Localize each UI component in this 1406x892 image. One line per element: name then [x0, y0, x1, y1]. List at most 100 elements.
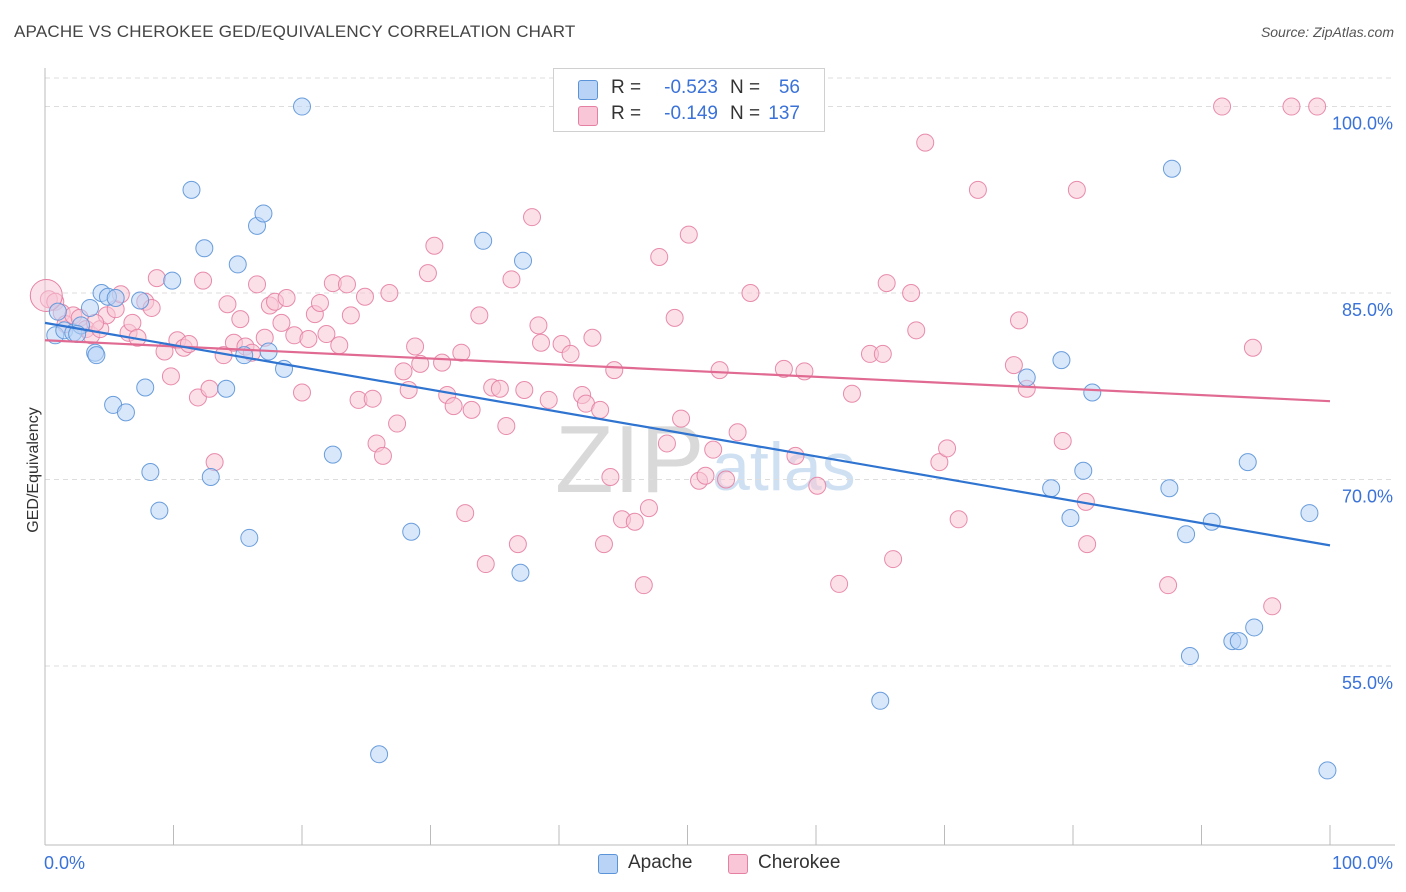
- apache-point: [80, 298, 99, 317]
- cherokee-point: [696, 466, 715, 485]
- cherokee-point: [373, 446, 392, 465]
- apache-point: [201, 468, 220, 487]
- cherokee-point: [317, 325, 336, 344]
- cherokee-point: [462, 400, 481, 419]
- cherokee-point: [299, 330, 318, 349]
- cherokee-r-value: -0.149: [664, 103, 718, 124]
- cherokee-point: [665, 308, 684, 327]
- cherokee-point: [1213, 97, 1232, 116]
- cherokee-point: [456, 504, 475, 523]
- apache-swatch: [578, 80, 598, 100]
- cherokee-point: [147, 269, 166, 288]
- chart-title: APACHE VS CHEROKEE GED/EQUIVALENCY CORRE…: [14, 22, 576, 41]
- cherokee-point: [1282, 97, 1301, 116]
- cherokee-point: [728, 423, 747, 442]
- cherokee-point: [884, 550, 903, 569]
- apache-point: [106, 288, 125, 307]
- apache-point: [136, 378, 155, 397]
- cherokee-point: [657, 434, 676, 453]
- cherokee-point: [539, 390, 558, 409]
- apache-point: [1061, 509, 1080, 528]
- watermark-atlas: atlas: [712, 429, 856, 505]
- cherokee-n-value: 137: [768, 103, 800, 124]
- cherokee-point: [123, 313, 142, 332]
- cherokee-point: [650, 247, 669, 266]
- cherokee-point: [248, 275, 267, 294]
- apache-point: [163, 271, 182, 290]
- cherokee-point: [591, 400, 610, 419]
- r-label: R =: [611, 77, 642, 98]
- legend-row-cherokee: R = -0.149 N = 137: [554, 102, 824, 128]
- x-tick-label: 100.0%: [1332, 853, 1393, 873]
- apache-point: [1300, 504, 1319, 523]
- cherokee-point: [717, 470, 736, 489]
- apache-point: [141, 463, 160, 482]
- cherokee-point: [515, 380, 534, 399]
- cherokee-point: [949, 510, 968, 529]
- cherokee-point: [444, 397, 463, 416]
- apache-point: [1180, 647, 1199, 666]
- apache-point: [1238, 453, 1257, 472]
- cherokee-point: [425, 236, 444, 255]
- cherokee-point: [205, 453, 224, 472]
- watermark: ZIP atlas: [555, 406, 856, 513]
- cherokee-point: [1067, 180, 1086, 199]
- cherokee-point: [532, 333, 551, 352]
- apache-point: [1162, 159, 1181, 178]
- cherokee-point: [1308, 97, 1327, 116]
- axes: [44, 68, 1395, 846]
- apache-point: [48, 302, 67, 321]
- cherokee-point: [704, 440, 723, 459]
- apache-point: [217, 379, 236, 398]
- apache-point: [871, 691, 890, 710]
- cherokee-point: [672, 409, 691, 428]
- cherokee-point: [272, 313, 291, 332]
- apache-point: [87, 346, 106, 365]
- apache-point: [1160, 479, 1179, 498]
- cherokee-trend-line: [44, 339, 1331, 403]
- cherokee-point: [194, 271, 213, 290]
- y-axis-label: GED/Equivalency: [25, 407, 42, 532]
- cherokee-point: [1078, 535, 1097, 554]
- cherokee-point: [476, 555, 495, 574]
- x-tick-labels: 0.0% 100.0%: [44, 853, 1393, 873]
- n-label: N =: [730, 77, 761, 98]
- y-tick-label: 85.0%: [1342, 300, 1393, 320]
- apache-point: [254, 204, 273, 223]
- apache-point: [1177, 525, 1196, 544]
- apache-point: [1052, 351, 1071, 370]
- cherokee-point: [634, 576, 653, 595]
- cherokee-point: [877, 274, 896, 293]
- cherokee-point: [561, 344, 580, 363]
- cherokee-point: [293, 383, 311, 402]
- legend-row-apache: R = -0.523 N = 56: [554, 76, 824, 102]
- cherokee-legend-swatch: [728, 854, 748, 874]
- cherokee-point: [679, 225, 698, 244]
- cherokee-swatch: [578, 106, 598, 126]
- cherokee-point: [808, 476, 827, 495]
- cherokee-point: [741, 284, 760, 303]
- apache-point: [1074, 461, 1093, 480]
- x-tick-label: 0.0%: [44, 853, 85, 873]
- cherokee-point: [523, 208, 542, 227]
- cherokee-point: [406, 337, 425, 356]
- cherokee-point: [179, 334, 198, 353]
- apache-point: [402, 522, 421, 541]
- cherokee-point: [330, 336, 349, 355]
- cherokee-point: [497, 417, 516, 436]
- apache-point: [474, 231, 493, 250]
- cherokee-point: [337, 275, 356, 294]
- apache-point: [195, 239, 214, 258]
- cherokee-legend-label: Cherokee: [758, 852, 841, 873]
- y-tick-label: 55.0%: [1342, 673, 1393, 693]
- y-tick-label: 70.0%: [1342, 486, 1393, 506]
- cherokee-point: [470, 306, 489, 325]
- cherokee-point: [355, 287, 374, 306]
- cherokee-point: [1010, 311, 1029, 330]
- source-credit: Source: ZipAtlas.com: [1260, 24, 1394, 40]
- y-tick-labels: 55.0% 70.0% 85.0% 100.0%: [1332, 114, 1393, 693]
- apache-point: [228, 255, 247, 274]
- cherokee-point: [786, 446, 805, 465]
- cherokee-point: [161, 367, 180, 386]
- cherokee-point: [341, 306, 360, 325]
